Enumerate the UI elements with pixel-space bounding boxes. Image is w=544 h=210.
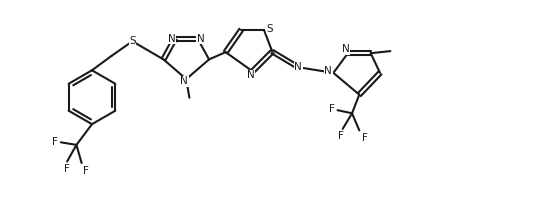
Text: N: N bbox=[180, 76, 188, 86]
Text: S: S bbox=[267, 24, 274, 34]
Text: N: N bbox=[342, 44, 350, 54]
Text: F: F bbox=[338, 131, 344, 141]
Text: F: F bbox=[330, 104, 335, 114]
Text: N: N bbox=[168, 34, 176, 44]
Text: N: N bbox=[246, 71, 255, 80]
Text: N: N bbox=[197, 34, 205, 44]
Text: S: S bbox=[129, 36, 135, 46]
Text: F: F bbox=[83, 166, 89, 176]
Text: F: F bbox=[52, 137, 58, 147]
Text: N: N bbox=[294, 62, 302, 72]
Text: F: F bbox=[362, 133, 367, 143]
Text: F: F bbox=[64, 164, 70, 174]
Text: N: N bbox=[324, 66, 332, 76]
